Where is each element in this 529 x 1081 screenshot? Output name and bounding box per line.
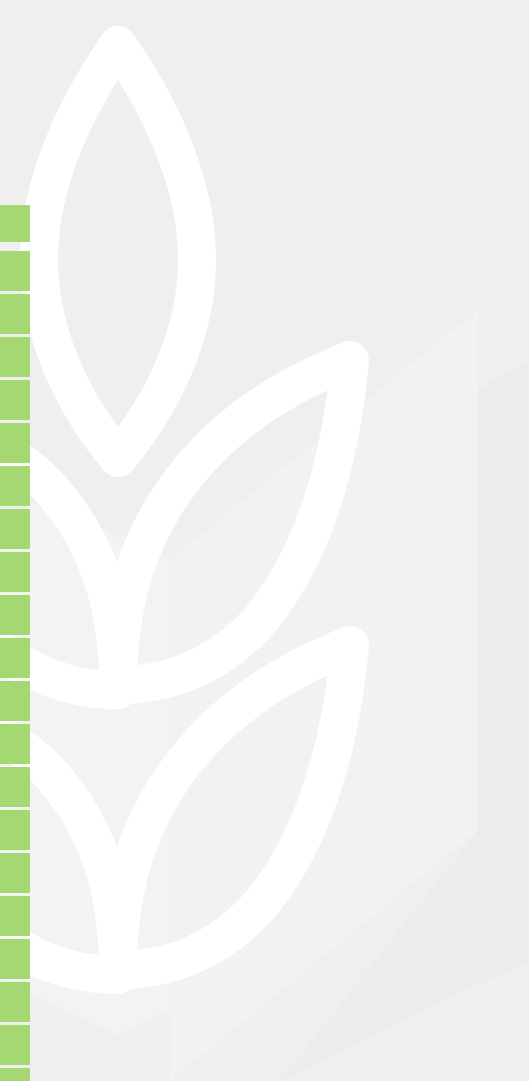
sidebar-item [0, 1068, 30, 1081]
sidebar-item [0, 294, 30, 334]
sidebar-item [0, 681, 30, 721]
page [0, 0, 529, 1081]
sidebar-item [0, 896, 30, 936]
background-artwork [0, 0, 529, 1081]
sidebar-item [0, 595, 30, 635]
sidebar-item [0, 982, 30, 1022]
sidebar-item [0, 380, 30, 420]
sidebar-item [0, 205, 30, 242]
sidebar-item [0, 853, 30, 893]
sidebar-item [0, 810, 30, 850]
sidebar-item [0, 466, 30, 506]
sidebar-item [0, 638, 30, 678]
sidebar-item [0, 939, 30, 979]
sidebar-item [0, 767, 30, 807]
sidebar-item [0, 509, 30, 549]
sidebar-item [0, 724, 30, 764]
sidebar-item [0, 1025, 30, 1065]
sidebar-item [0, 552, 30, 592]
sidebar-item [0, 251, 30, 291]
sidebar-item [0, 337, 30, 377]
sidebar-item [0, 423, 30, 463]
